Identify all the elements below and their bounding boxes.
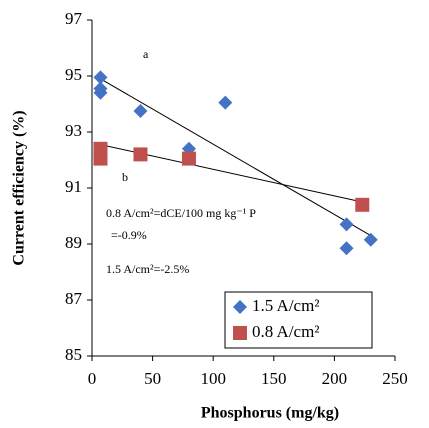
y-tick-label: 89 [65, 233, 82, 252]
point [355, 197, 370, 212]
point [93, 70, 108, 85]
point [363, 232, 378, 247]
x-tick-label: 150 [261, 369, 287, 388]
annotation: 1.5 A/cm²=-2.5% [106, 262, 189, 276]
x-tick-label: 50 [144, 369, 161, 388]
annotation: a [143, 47, 149, 61]
point [93, 85, 108, 100]
point [133, 147, 148, 162]
y-tick-label: 85 [65, 345, 82, 364]
point [218, 95, 233, 110]
point [339, 217, 354, 232]
x-tick-label: 100 [200, 369, 226, 388]
legend-marker [233, 326, 247, 340]
point [339, 241, 354, 256]
y-tick-label: 93 [65, 121, 82, 140]
y-tick-label: 95 [65, 65, 82, 84]
y-tick-label: 91 [65, 177, 82, 196]
annotation: 0.8 A/cm²=dCE/100 mg kg⁻¹ P [106, 206, 256, 220]
y-tick-label: 87 [65, 289, 83, 308]
x-tick-label: 250 [382, 369, 408, 388]
y-axis-label: Current efficiency (%) [11, 110, 28, 265]
x-tick-label: 200 [322, 369, 348, 388]
legend-label: 0.8 A/cm² [252, 322, 319, 341]
legend-label: 1.5 A/cm² [252, 296, 319, 315]
y-tick-label: 97 [65, 9, 83, 28]
trendline [100, 78, 372, 237]
x-axis-label: Phosphorus (mg/kg) [201, 405, 339, 422]
annotation: b [122, 170, 128, 184]
point [181, 151, 196, 166]
legend-marker [233, 300, 247, 314]
legend-box [224, 291, 373, 349]
point [133, 104, 148, 118]
annotation: =-0.9% [111, 228, 147, 242]
point [93, 151, 108, 166]
x-tick-label: 0 [88, 369, 97, 388]
